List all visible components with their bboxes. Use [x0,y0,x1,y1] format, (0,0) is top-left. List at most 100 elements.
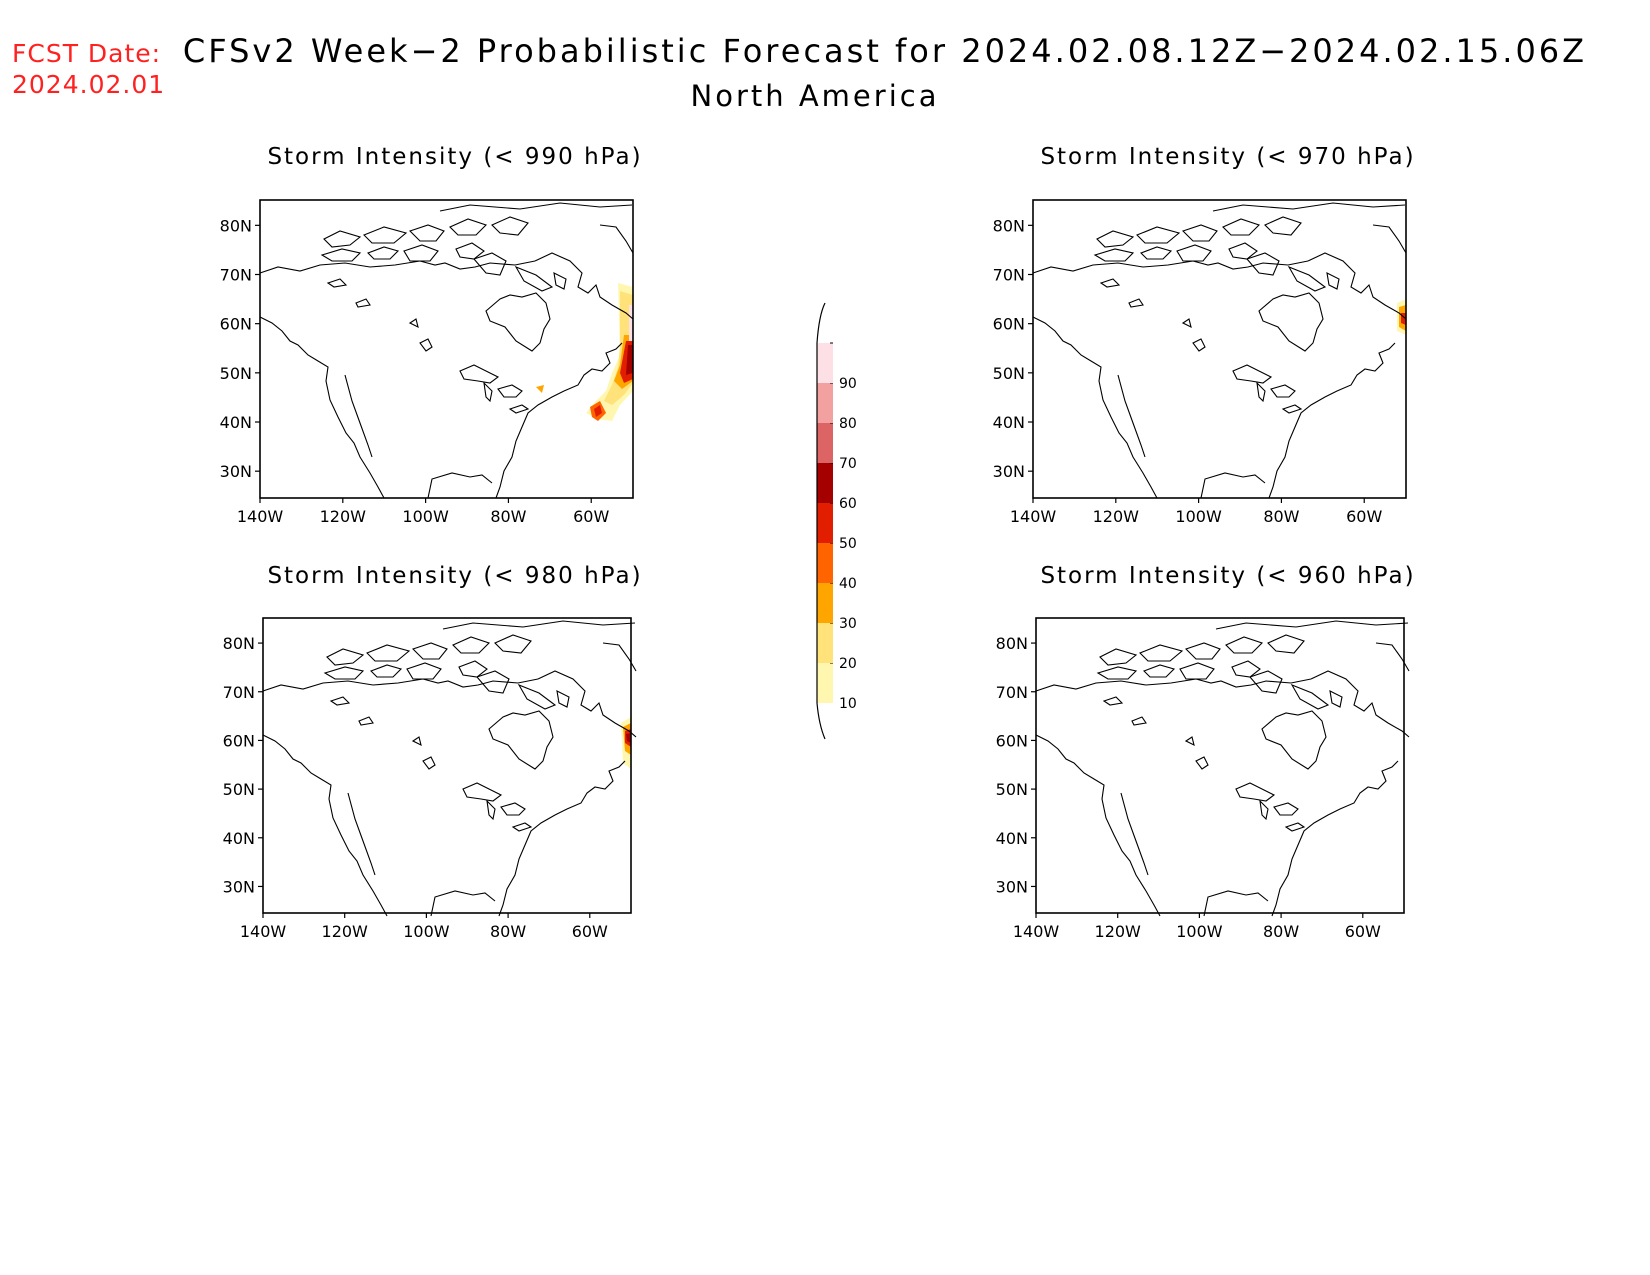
coastline-segment [326,648,365,666]
coastline-segment [1184,736,1195,747]
coastline-segment [1200,472,1266,499]
coastline-segment [1246,252,1280,276]
lat-tick-label: 40N [996,829,1028,848]
coastline-segment [494,634,532,654]
coastline-segment [320,248,362,262]
coastline-segment [1136,226,1181,244]
lat-tick-label: 30N [220,462,252,481]
lat-tick-label: 70N [220,266,252,285]
coastline-segment [323,666,365,680]
probability-contour [626,345,633,375]
coastline-segment [366,644,411,662]
coastline-segment [1179,662,1215,680]
coastline-segment [1035,734,1161,917]
coastline-segment [1032,260,1309,274]
lon-tick-label: 60W [1346,507,1382,526]
lon-tick-label: 100W [402,507,449,526]
lat-tick-label: 80N [223,634,255,653]
colorbar-segment [817,383,833,423]
colorbar-segment [817,623,833,663]
coastline-segment [1140,246,1173,260]
colorbar-segment [817,423,833,463]
lon-tick-label: 120W [322,922,369,941]
map-panel-990: 80N 70N 60N 50N 40N 30N 140W 120W 100W 80W 60W [220,199,634,526]
lon-tick-label: 60W [1345,922,1381,941]
coastline-segment [485,292,551,352]
coastline-segment [1231,660,1261,678]
coastline-segment [1195,756,1209,770]
panel-title-990: Storm Intensity (< 990 hPa) [267,144,643,170]
coastline-segment [1203,890,1269,917]
coastline-segment [1102,696,1124,706]
lat-tick-label: 50N [223,780,255,799]
coastline-segment [488,710,554,770]
probability-contour [626,733,631,743]
coastline-segment [602,642,637,672]
coastline-segment [1290,683,1330,710]
coastline-segment [259,316,385,499]
lon-tick-label: 100W [403,922,450,941]
coastline-segment [403,244,439,262]
lat-tick-label: 30N [223,877,255,896]
coastline-segment [1284,822,1306,832]
lon-tick-label: 100W [1175,507,1222,526]
coastline-segment [1176,244,1212,262]
probability-shading-970 [1397,299,1406,335]
coastline-segment [462,782,503,802]
coastline-segment [367,246,400,260]
coastline-990 [259,202,634,499]
colorbar-label: 40 [839,576,857,592]
lon-tick-label: 140W [1013,922,1060,941]
colorbar-segment [817,463,833,503]
coastline-segment [1096,666,1138,680]
colorbar-segment [817,583,833,623]
coastline-segment [491,216,529,236]
panel-title-970: Storm Intensity (< 970 hPa) [1040,144,1416,170]
coastline-segment [1184,642,1221,660]
coastline-segment [452,636,491,654]
coastline-segment [486,799,496,821]
panel-title-980: Storm Intensity (< 980 hPa) [267,563,643,589]
lon-tick-label: 80W [490,507,526,526]
coastline-segment [344,374,373,458]
coastline-segment [1259,799,1269,821]
coastline-segment [1307,252,1407,320]
coastline-segment [1225,636,1264,654]
lat-tick-label: 40N [993,413,1025,432]
lon-tick-label: 120W [1095,922,1142,941]
coastline-960 [1035,620,1410,917]
coastline-segment [1256,381,1266,403]
coastline-segment [355,298,371,308]
colorbar-top-cap [816,302,826,344]
coastline-segment [1268,342,1396,499]
coastline-segment [476,670,510,694]
coastline-segment [262,678,539,692]
colorbar-segment [817,663,833,703]
colorbar-label: 20 [839,656,857,672]
coastline-segment [1120,792,1149,876]
coastline-segment [1235,782,1276,802]
probability-contour [536,385,544,393]
lat-tick-label: 80N [996,634,1028,653]
lat-tick-label: 80N [993,216,1025,235]
coastline-segment [511,822,533,832]
panel-title-960: Storm Intensity (< 960 hPa) [1040,563,1416,589]
coastline-segment [1375,642,1410,672]
map-frame-980 [262,617,632,914]
figure-title: CFSv2 Week−2 Probabilistic Forecast for … [182,32,1588,70]
coastline-segment [1372,224,1407,254]
coastline-segment [1032,316,1158,499]
coastline-segment [473,252,507,276]
coastline-segment [406,662,442,680]
coastline-segment [411,642,448,660]
coastline-segment [439,202,633,212]
coastline-segment [553,272,567,290]
colorbar-label: 50 [839,536,857,552]
probability-contour [629,305,633,341]
colorbar-segment [817,503,833,543]
map-panel-960: 80N 70N 60N 50N 40N 30N 140W 120W 100W 80W 60W [996,617,1410,941]
lat-tick-label: 60N [996,731,1028,750]
coastline-segment [1099,648,1138,666]
coastline-segment [455,242,485,260]
coastline-970 [1032,202,1407,499]
